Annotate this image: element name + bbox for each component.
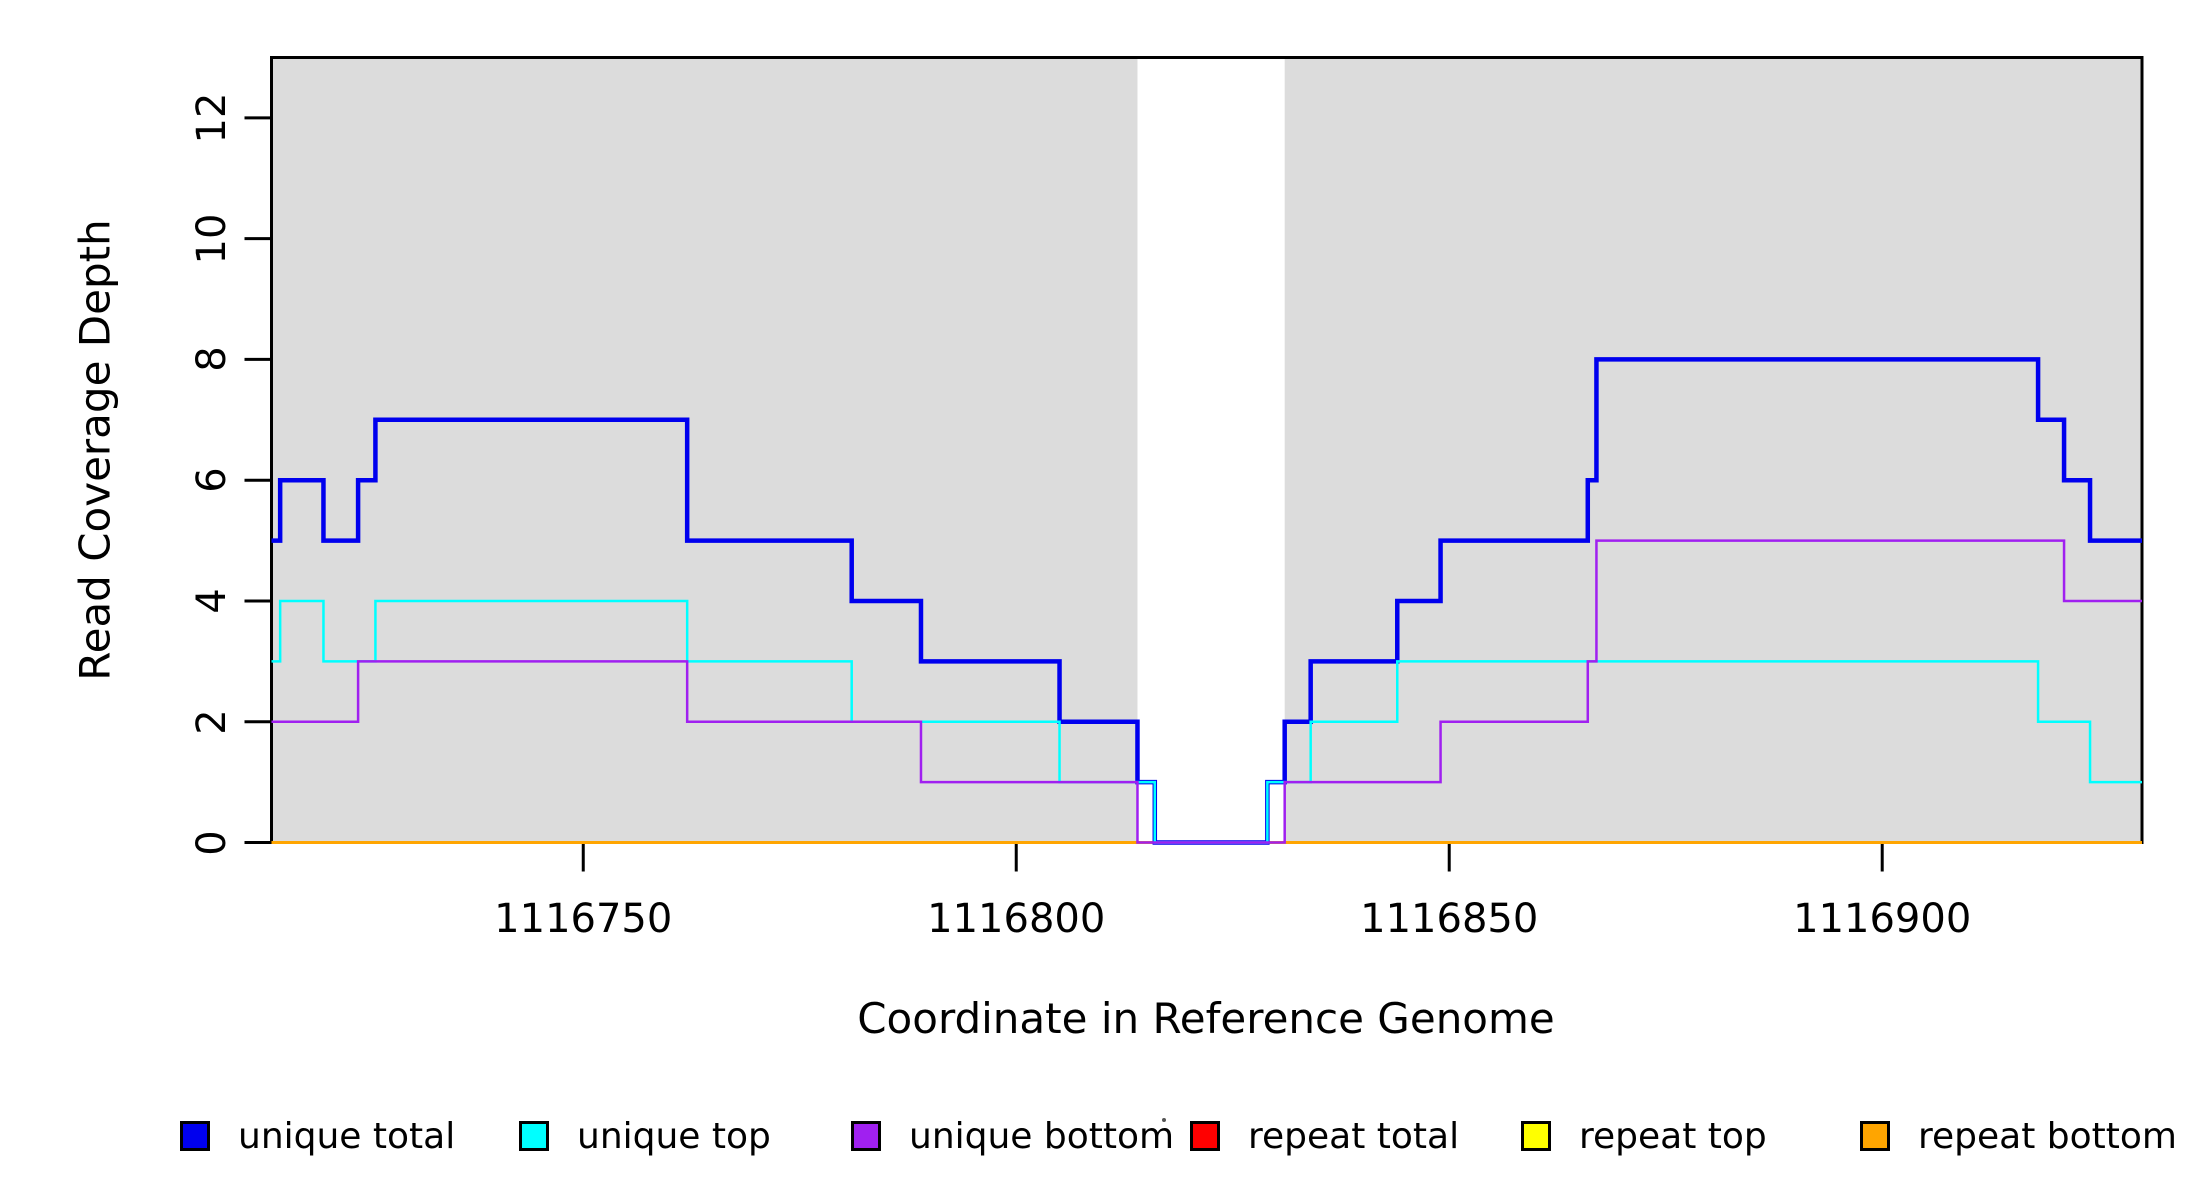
x-tick-label: 1116750 — [494, 896, 673, 942]
legend-item-repeat-top: repeat top — [1521, 1112, 1767, 1160]
y-tick-label: 6 — [189, 467, 235, 493]
legend-label: unique top — [577, 1115, 771, 1157]
legend-item-unique-top: unique top — [519, 1112, 771, 1160]
legend-item-unique-bottom: unique bottom — [851, 1112, 1174, 1160]
legend-label: repeat total — [1248, 1115, 1460, 1157]
legend-swatch-unique-top — [519, 1121, 549, 1151]
y-tick-label: 0 — [189, 829, 235, 856]
y-tick-label: 2 — [189, 708, 235, 735]
legend-swatch-unique-bottom — [851, 1121, 881, 1151]
y-tick-label: 8 — [189, 346, 235, 373]
x-tick-label: 1116850 — [1360, 896, 1539, 942]
legend-label: unique total — [238, 1115, 456, 1157]
legend-swatch-repeat-bottom — [1860, 1121, 1890, 1151]
y-tick-label: 10 — [189, 213, 235, 265]
x-axis-title: Coordinate in Reference Genome — [857, 994, 1555, 1043]
legend-swatch-unique-total — [180, 1121, 210, 1151]
legend-item-repeat-total: repeat total — [1190, 1112, 1459, 1160]
aligned-region-shading — [1284, 57, 2142, 843]
legend-item-repeat-bottom: repeat bottom — [1860, 1112, 2177, 1160]
legend-swatch-repeat-total — [1190, 1121, 1220, 1151]
x-tick-label: 1116800 — [927, 896, 1106, 942]
stray-dot — [1162, 1118, 1166, 1122]
y-tick-label: 12 — [189, 92, 235, 144]
legend-label: repeat bottom — [1918, 1115, 2177, 1157]
legend-item-unique-total: unique total — [180, 1112, 455, 1160]
y-tick-label: 4 — [189, 588, 235, 614]
aligned-region-shading — [271, 57, 1138, 843]
legend-swatch-repeat-top — [1521, 1121, 1551, 1151]
legend-label: unique bottom — [909, 1115, 1175, 1157]
series-unique-bottom — [271, 539, 2142, 844]
x-tick-label: 1116900 — [1793, 896, 1972, 942]
y-axis-title: Read Coverage Depth — [70, 219, 120, 681]
legend-label: repeat top — [1579, 1115, 1767, 1157]
